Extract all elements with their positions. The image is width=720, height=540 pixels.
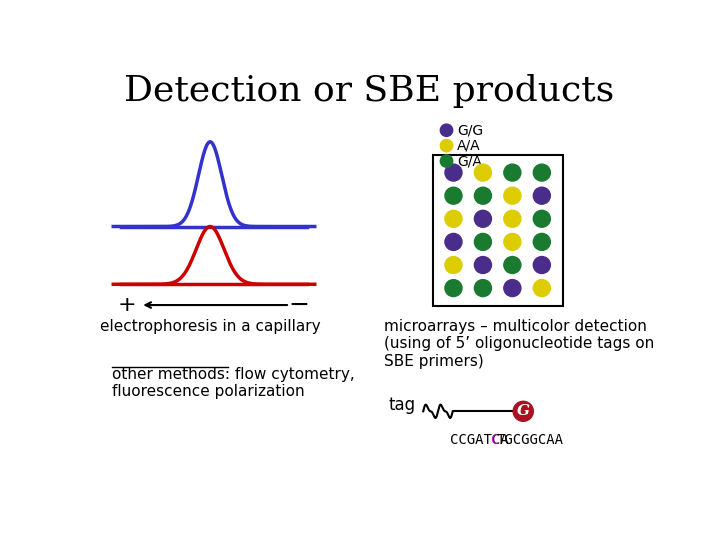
Circle shape [534, 187, 550, 204]
Circle shape [441, 139, 453, 152]
Text: +: + [118, 295, 137, 315]
Text: tag: tag [388, 396, 415, 414]
Circle shape [474, 233, 492, 251]
Text: G/G: G/G [457, 123, 483, 137]
Circle shape [504, 164, 521, 181]
Text: other methods: flow cytometry,
fluorescence polarization: other methods: flow cytometry, fluoresce… [112, 367, 354, 399]
Circle shape [445, 164, 462, 181]
Text: TGCGGCAA: TGCGGCAA [497, 433, 564, 447]
Circle shape [445, 233, 462, 251]
Circle shape [445, 256, 462, 273]
Text: CCGATCA: CCGATCA [451, 433, 509, 447]
Circle shape [474, 280, 492, 296]
Circle shape [504, 210, 521, 227]
Circle shape [445, 280, 462, 296]
Circle shape [441, 124, 453, 137]
Circle shape [534, 256, 550, 273]
Circle shape [534, 210, 550, 227]
Circle shape [474, 210, 492, 227]
Circle shape [504, 187, 521, 204]
Text: G/A: G/A [457, 154, 482, 168]
Text: electrophoresis in a capillary: electrophoresis in a capillary [100, 319, 320, 334]
Circle shape [445, 210, 462, 227]
Circle shape [534, 280, 550, 296]
Circle shape [504, 233, 521, 251]
Circle shape [445, 187, 462, 204]
Circle shape [504, 256, 521, 273]
Circle shape [504, 280, 521, 296]
Text: Detection or SBE products: Detection or SBE products [124, 74, 614, 108]
Circle shape [534, 233, 550, 251]
Circle shape [474, 187, 492, 204]
Circle shape [474, 164, 492, 181]
Circle shape [513, 401, 534, 421]
Text: G: G [517, 404, 530, 418]
Bar [433, 155, 563, 306]
Circle shape [474, 256, 492, 273]
Text: microarrays – multicolor detection
(using of 5’ oligonucleotide tags on
SBE prim: microarrays – multicolor detection (usin… [384, 319, 654, 369]
Text: −: − [289, 293, 310, 317]
Circle shape [534, 164, 550, 181]
Circle shape [441, 155, 453, 167]
Text: A/A: A/A [457, 139, 481, 153]
Text: C: C [491, 433, 500, 447]
